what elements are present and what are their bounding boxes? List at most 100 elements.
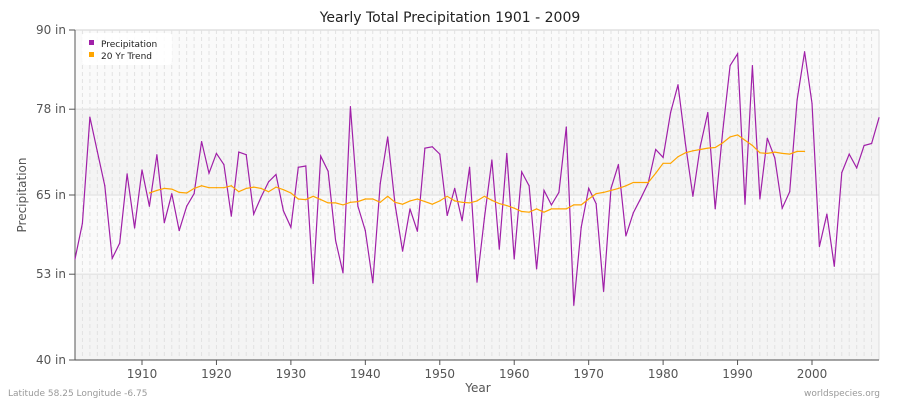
vertical-grid	[74, 30, 880, 360]
trend-point	[357, 201, 359, 203]
trend-point	[446, 195, 448, 197]
precipitation-point	[558, 191, 560, 193]
precipitation-point	[498, 248, 500, 250]
trend-point	[640, 181, 642, 184]
precipitation-point	[766, 137, 768, 139]
trend-point	[580, 204, 582, 206]
precipitation-point	[617, 164, 620, 166]
precipitation-point	[223, 164, 225, 166]
trend-point	[803, 150, 806, 153]
precipitation-point	[684, 142, 687, 145]
y-axis-label: Precipitation	[15, 157, 29, 232]
precipitation-point	[468, 166, 471, 168]
precipitation-point	[424, 147, 426, 149]
precipitation-point	[818, 245, 821, 248]
source-note: worldspecies.org	[804, 389, 880, 399]
precipitation-point	[171, 193, 173, 195]
trend-point	[722, 142, 724, 144]
trend-point	[476, 200, 478, 202]
precipitation-point	[602, 290, 605, 292]
precipitation-point	[841, 171, 843, 174]
trend-point	[766, 152, 768, 155]
precipitation-point	[290, 226, 292, 228]
legend-label-precipitation: Precipitation	[101, 40, 157, 50]
precipitation-point	[297, 166, 299, 168]
trend-point	[513, 207, 515, 209]
trend-point	[729, 136, 731, 138]
trend-point	[491, 199, 493, 201]
trend-point	[305, 199, 307, 201]
x-tick-label: 1990	[722, 367, 753, 381]
trend-point	[707, 147, 709, 149]
trend-point	[208, 187, 210, 189]
trend-point	[387, 195, 389, 197]
x-tick-label: 1950	[425, 367, 456, 381]
precipitation-point	[215, 152, 218, 155]
trend-point	[454, 200, 456, 202]
precipitation-point	[699, 145, 701, 147]
precipitation-point	[148, 205, 151, 207]
precipitation-point	[394, 204, 396, 206]
precipitation-point	[245, 154, 247, 156]
precipitation-point	[714, 208, 716, 210]
precipitation-point	[342, 272, 344, 274]
trend-point	[573, 204, 575, 206]
precipitation-point	[707, 111, 709, 114]
precipitation-point	[454, 187, 456, 189]
precipitation-point	[312, 282, 314, 285]
precipitation-point	[349, 105, 352, 108]
trend-point	[379, 201, 381, 203]
precipitation-point	[379, 183, 381, 185]
trend-point	[468, 202, 471, 204]
trend-point	[260, 187, 262, 189]
trend-point	[163, 187, 165, 189]
trend-point	[602, 191, 605, 193]
trend-point	[543, 211, 545, 213]
trend-point	[625, 185, 627, 187]
trend-point	[781, 152, 783, 155]
precipitation-point	[409, 208, 411, 210]
precipitation-point	[327, 170, 329, 172]
y-tick-label: 65 in	[36, 188, 66, 202]
precipitation-point	[744, 203, 746, 205]
precipitation-point	[692, 195, 694, 197]
y-tick-label: 90 in	[36, 23, 66, 37]
precipitation-point	[267, 181, 270, 183]
trend-point	[186, 192, 188, 194]
trend-point	[424, 201, 426, 203]
trend-point	[312, 195, 314, 197]
precipitation-point	[491, 159, 493, 161]
precipitation-point	[305, 165, 307, 167]
legend-swatch-trend	[89, 52, 94, 57]
precipitation-point	[833, 265, 835, 267]
trend-point	[156, 189, 158, 191]
legend-label-trend: 20 Yr Trend	[101, 52, 152, 62]
precipitation-point	[119, 242, 121, 244]
precipitation-point	[230, 215, 232, 217]
precipitation-point	[238, 151, 240, 153]
precipitation-point	[446, 214, 448, 217]
precipitation-point	[81, 222, 84, 224]
precipitation-point	[513, 258, 515, 260]
trend-point	[253, 186, 255, 188]
precipitation-point	[759, 198, 761, 200]
trend-point	[535, 208, 538, 210]
legend: Precipitation 20 Yr Trend	[82, 33, 172, 65]
precipitation-point	[610, 187, 612, 189]
precipitation-point	[208, 172, 210, 174]
trend-point	[409, 200, 411, 202]
precipitation-point	[543, 189, 545, 191]
precipitation-point	[126, 173, 128, 175]
trend-point	[230, 185, 232, 187]
trend-point	[364, 198, 366, 200]
precipitation-point	[774, 157, 776, 159]
precipitation-point	[364, 230, 366, 232]
trend-point	[223, 187, 225, 189]
trend-point	[774, 151, 776, 153]
trend-point	[669, 162, 672, 164]
precipitation-point	[521, 171, 523, 173]
trend-point	[714, 146, 716, 149]
trend-point	[275, 186, 277, 188]
trend-point	[610, 189, 612, 191]
